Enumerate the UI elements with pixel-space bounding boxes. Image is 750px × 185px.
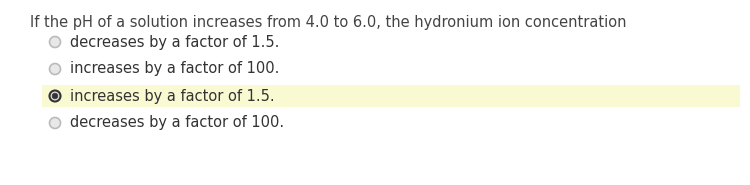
- FancyBboxPatch shape: [42, 85, 740, 107]
- Text: If the pH of a solution increases from 4.0 to 6.0, the hydronium ion concentrati: If the pH of a solution increases from 4…: [30, 15, 626, 30]
- Circle shape: [50, 117, 61, 129]
- Text: decreases by a factor of 100.: decreases by a factor of 100.: [70, 115, 284, 130]
- Text: increases by a factor of 100.: increases by a factor of 100.: [70, 61, 279, 77]
- Text: increases by a factor of 1.5.: increases by a factor of 1.5.: [70, 88, 274, 103]
- Circle shape: [50, 63, 61, 75]
- Circle shape: [50, 36, 61, 48]
- Circle shape: [53, 93, 58, 99]
- Circle shape: [50, 90, 61, 102]
- Text: decreases by a factor of 1.5.: decreases by a factor of 1.5.: [70, 34, 279, 50]
